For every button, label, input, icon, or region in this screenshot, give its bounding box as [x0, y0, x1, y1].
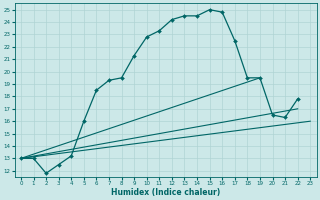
X-axis label: Humidex (Indice chaleur): Humidex (Indice chaleur) — [111, 188, 220, 197]
